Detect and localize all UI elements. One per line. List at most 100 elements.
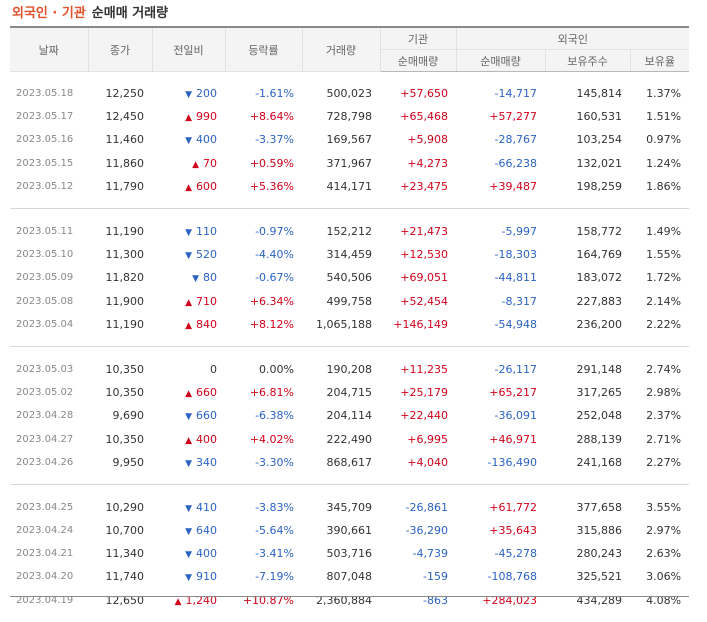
cell-foreign-ratio: 1.51%: [646, 110, 682, 124]
cell-change: ▲ 600: [152, 175, 225, 198]
cell-change: 0: [152, 358, 225, 381]
header-foreign-net: 순매매량: [455, 49, 545, 72]
cell-foreign-holding: 434,289: [576, 593, 623, 607]
cell-rate: +8.64%: [249, 110, 294, 124]
header-rate: 등락률: [224, 27, 302, 72]
cell-date: 2023.04.25: [16, 501, 74, 513]
table-row: 2023.05.10 11,300 ▼ 520 -4.40% 314,459 +12,530…: [10, 243, 689, 266]
cell-change: ▼ 340: [152, 451, 225, 474]
investor-trading-table: 날짜 종가 전일비 등락률 거래량 기관 외국인 순매매량 순매매량 보유주수 …: [10, 26, 690, 622]
cell-volume: 2,360,884: [316, 593, 372, 607]
cell-foreign-net: -66,238: [494, 156, 537, 170]
cell-volume: 500,023: [326, 87, 373, 101]
cell-inst-net: +5,908: [407, 133, 448, 147]
header-close: 종가: [87, 27, 152, 72]
triangle-down-icon: ▼: [185, 527, 192, 538]
table-row: 2023.05.12 11,790 ▲ 600 +5.36% 414,171 +23,475…: [10, 175, 689, 198]
table-row: 2023.04.20 11,740 ▼ 910 -7.19% 807,048 -159 -10…: [10, 565, 689, 588]
cell-close: 10,700: [105, 524, 145, 538]
cell-foreign-net: +61,772: [489, 500, 537, 514]
cell-change: ▼ 660: [152, 404, 225, 427]
cell-rate: -4.40%: [255, 248, 294, 262]
cell-date: 2023.05.03: [16, 363, 74, 375]
group-divider: [10, 208, 690, 210]
cell-foreign-ratio: 2.22%: [646, 317, 682, 331]
cell-foreign-ratio: 4.08%: [646, 593, 682, 607]
cell-inst-net: +12,530: [400, 248, 448, 262]
cell-rate: -0.67%: [255, 271, 294, 285]
cell-foreign-ratio: 2.37%: [646, 409, 682, 423]
triangle-up-icon: ▲: [174, 596, 182, 607]
triangle-up-icon: ▲: [185, 113, 192, 124]
cell-date: 2023.04.19: [16, 594, 74, 606]
cell-foreign-holding: 132,021: [576, 156, 623, 170]
cell-volume: 807,048: [326, 570, 373, 584]
cell-change: ▼ 640: [152, 519, 225, 542]
table-row: 2023.04.27 10,350 ▲ 400 +4.02% 222,490 +6,995 +…: [10, 427, 689, 450]
table-row: 2023.04.28 9,690 ▼ 660 -6.38% 204,114 +22,440 -…: [10, 404, 689, 427]
cell-foreign-ratio: 3.55%: [646, 500, 682, 514]
group-spacer: [10, 210, 689, 220]
title-volume-label: 순매매 거래량: [91, 6, 169, 21]
cell-close: 12,650: [105, 593, 145, 607]
cell-volume: 152,212: [326, 225, 373, 239]
cell-foreign-holding: 183,072: [576, 271, 623, 285]
cell-foreign-net: +284,023: [482, 593, 537, 607]
cell-change: ▲ 990: [152, 105, 225, 128]
header-change: 전일비: [151, 27, 225, 72]
cell-change: ▼ 80: [152, 266, 225, 289]
cell-close: 9,950: [112, 455, 145, 469]
cell-foreign-holding: 164,769: [576, 248, 623, 262]
cell-inst-net: +22,440: [400, 409, 448, 423]
change-value: 400: [196, 547, 217, 561]
cell-inst-net: -159: [423, 570, 448, 584]
cell-inst-net: +4,273: [407, 156, 448, 170]
cell-close: 10,350: [105, 386, 145, 400]
table-row: 2023.05.11 11,190 ▼ 110 -0.97% 152,212 +21,473…: [10, 220, 689, 243]
cell-close: 11,300: [105, 248, 145, 262]
cell-foreign-ratio: 2.63%: [646, 547, 682, 561]
cell-close: 11,860: [105, 156, 145, 170]
cell-foreign-holding: 236,200: [576, 317, 623, 331]
cell-foreign-ratio: 2.14%: [646, 294, 682, 308]
cell-rate: -5.64%: [255, 524, 294, 538]
cell-volume: 503,716: [326, 547, 373, 561]
cell-close: 10,290: [105, 500, 145, 514]
cell-rate: +5.36%: [249, 179, 294, 193]
table-row: 2023.05.02 10,350 ▲ 660 +6.81% 204,715 +25,179…: [10, 381, 689, 404]
cell-inst-net: +69,051: [400, 271, 448, 285]
cell-foreign-net: -108,768: [487, 570, 537, 584]
cell-rate: -1.61%: [255, 87, 294, 101]
change-value: 660: [196, 409, 217, 423]
cell-inst-net: +146,149: [393, 317, 448, 331]
cell-date: 2023.05.08: [16, 295, 74, 307]
cell-foreign-ratio: 2.98%: [646, 386, 682, 400]
group-spacer: [10, 336, 689, 347]
cell-volume: 868,617: [326, 455, 373, 469]
cell-rate: -3.41%: [255, 547, 294, 561]
cell-volume: 1,065,188: [316, 317, 372, 331]
cell-foreign-net: -136,490: [487, 455, 537, 469]
triangle-up-icon: ▲: [185, 297, 192, 308]
cell-foreign-net: -14,717: [494, 87, 537, 101]
cell-foreign-net: -18,303: [494, 248, 537, 262]
change-value: 520: [196, 248, 217, 262]
cell-inst-net: +4,040: [407, 455, 448, 469]
cell-foreign-holding: 252,048: [576, 409, 623, 423]
cell-foreign-net: -28,767: [494, 133, 537, 147]
cell-volume: 314,459: [326, 248, 373, 262]
cell-date: 2023.05.04: [16, 318, 74, 330]
cell-foreign-net: -44,811: [494, 271, 537, 285]
cell-date: 2023.05.16: [16, 134, 74, 146]
cell-foreign-holding: 315,886: [576, 524, 623, 538]
cell-volume: 222,490: [326, 432, 373, 446]
cell-rate: -6.38%: [255, 409, 294, 423]
cell-inst-net: +23,475: [400, 179, 448, 193]
cell-foreign-ratio: 0.97%: [646, 133, 682, 147]
cell-foreign-holding: 317,265: [576, 386, 623, 400]
cell-foreign-ratio: 2.74%: [646, 362, 682, 376]
triangle-up-icon: ▲: [185, 389, 192, 400]
cell-date: 2023.05.11: [16, 226, 74, 238]
cell-inst-net: -863: [423, 593, 448, 607]
cell-inst-net: +57,650: [400, 87, 448, 101]
